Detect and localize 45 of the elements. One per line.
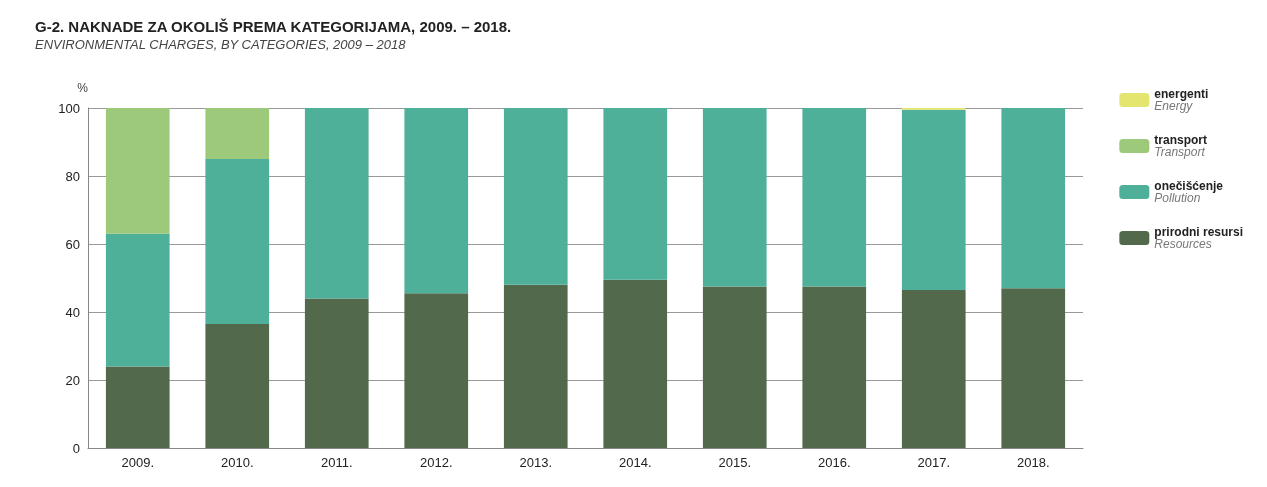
y-axis-title: % (77, 81, 89, 95)
bar (105, 366, 170, 448)
bar (304, 298, 369, 448)
legend-label: prirodni resursi Resources (1154, 225, 1243, 251)
bar (105, 108, 170, 234)
x-tick-label: 2014. (618, 455, 652, 470)
bar (304, 108, 369, 299)
bar (503, 284, 568, 448)
bar (603, 108, 668, 280)
bar (404, 108, 469, 294)
y-tick-label: 0 (72, 440, 80, 456)
bar (802, 108, 867, 287)
x-tick-label: 2018. (1016, 455, 1050, 470)
chart-title: G-2. NAKNADE ZA OKOLIŠ PREMA KATEGORIJAMA, 2009. – 2018. (35, 18, 512, 35)
y-tick-label: 80 (65, 168, 80, 184)
bar (1001, 108, 1066, 289)
bar (1001, 288, 1066, 448)
bar (802, 286, 867, 448)
x-tick-label: 2016. (817, 455, 851, 470)
y-tick-label: 20 (65, 372, 80, 388)
y-tick-label: 40 (65, 304, 80, 320)
x-tick-label: 2015. (718, 455, 752, 470)
bar (702, 108, 767, 287)
bar (503, 108, 568, 285)
bar (702, 286, 767, 448)
bar (205, 159, 270, 324)
x-tick-label: 2012. (419, 455, 453, 470)
x-tick-label: 2013. (519, 455, 553, 470)
bar (901, 289, 966, 448)
legend-label: transport Transport (1154, 133, 1207, 159)
bar (205, 108, 270, 159)
y-tick-label: 60 (65, 236, 80, 252)
legend-label: onečišćenje Pollution (1154, 179, 1224, 205)
bar (205, 323, 270, 448)
legend-label: energenti Energy (1154, 87, 1209, 113)
bar (603, 279, 668, 448)
x-tick-label: 2009. (121, 455, 155, 470)
x-tick-label: 2017. (917, 455, 951, 470)
chart-subtitle: ENVIRONMENTAL CHARGES, BY CATEGORIES, 2009 – 2018 (35, 37, 407, 52)
x-tick-label: 2011. (320, 455, 353, 470)
bar (404, 293, 469, 448)
bar (901, 109, 966, 290)
x-tick-label: 2010. (220, 455, 254, 470)
bar (105, 233, 170, 367)
y-tick-label: 100 (58, 100, 80, 116)
